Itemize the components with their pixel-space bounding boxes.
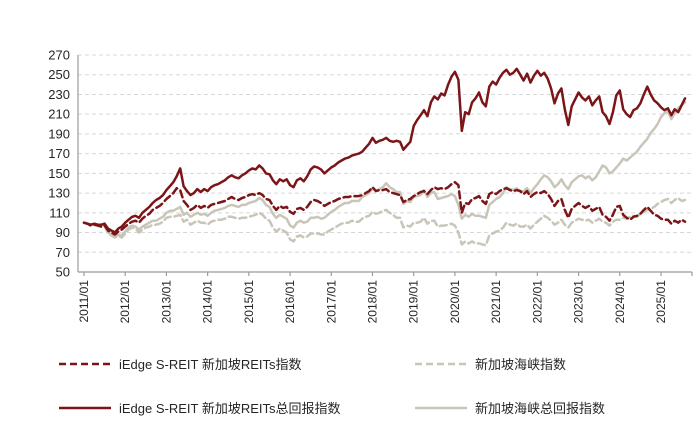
svg-text:90: 90 <box>56 225 70 240</box>
legend-label: 新加坡海峡指数 <box>475 357 567 372</box>
svg-text:210: 210 <box>48 107 70 122</box>
svg-text:250: 250 <box>48 67 70 82</box>
chart-legend: iEdge S-REIT 新加坡REITs指数 新加坡海峡指数 iEdge S-… <box>58 354 678 417</box>
svg-text:190: 190 <box>48 126 70 141</box>
svg-text:70: 70 <box>56 245 70 260</box>
svg-text:130: 130 <box>48 186 70 201</box>
svg-text:230: 230 <box>48 87 70 102</box>
solid-maroon-line-icon <box>59 406 111 409</box>
svg-text:2015/01: 2015/01 <box>242 280 256 324</box>
line-chart: 50 70 90 110 130 150 170 190 210 230 250 270 2011/01… <box>48 48 693 324</box>
svg-text:2011/01: 2011/01 <box>77 280 91 323</box>
svg-text:270: 270 <box>48 48 70 63</box>
svg-text:2022/01: 2022/01 <box>530 280 544 324</box>
svg-text:2021/01: 2021/01 <box>489 280 503 324</box>
svg-text:2023/01: 2023/01 <box>572 280 586 324</box>
svg-text:2020/01: 2020/01 <box>448 280 462 324</box>
dashed-maroon-line-icon <box>59 362 111 365</box>
svg-text:2025/01: 2025/01 <box>654 280 668 324</box>
svg-text:2016/01: 2016/01 <box>283 280 297 324</box>
svg-text:2018/01: 2018/01 <box>365 280 379 324</box>
dashed-gray-line-icon <box>415 362 467 365</box>
legend-label: iEdge S-REIT 新加坡REITs总回报指数 <box>119 401 341 416</box>
legend-item-sti-price: 新加坡海峡指数 <box>414 354 678 373</box>
svg-text:2024/01: 2024/01 <box>613 280 627 324</box>
svg-text:110: 110 <box>49 205 70 220</box>
svg-text:2017/01: 2017/01 <box>324 280 338 324</box>
legend-label: 新加坡海峡总回报指数 <box>475 401 606 416</box>
solid-gray-line-icon <box>415 406 467 409</box>
svg-text:50: 50 <box>56 265 70 280</box>
legend-item-sreit-total-return: iEdge S-REIT 新加坡REITs总回报指数 <box>58 398 414 417</box>
svg-text:2019/01: 2019/01 <box>407 280 421 324</box>
legend-item-sti-total-return: 新加坡海峡总回报指数 <box>414 398 678 417</box>
svg-text:2013/01: 2013/01 <box>159 280 173 324</box>
legend-item-sreit-price: iEdge S-REIT 新加坡REITs指数 <box>58 354 414 373</box>
svg-text:170: 170 <box>48 146 70 161</box>
legend-label: iEdge S-REIT 新加坡REITs指数 <box>119 357 302 372</box>
svg-text:2014/01: 2014/01 <box>201 280 215 324</box>
svg-text:150: 150 <box>48 166 70 181</box>
svg-text:2012/01: 2012/01 <box>118 280 132 324</box>
